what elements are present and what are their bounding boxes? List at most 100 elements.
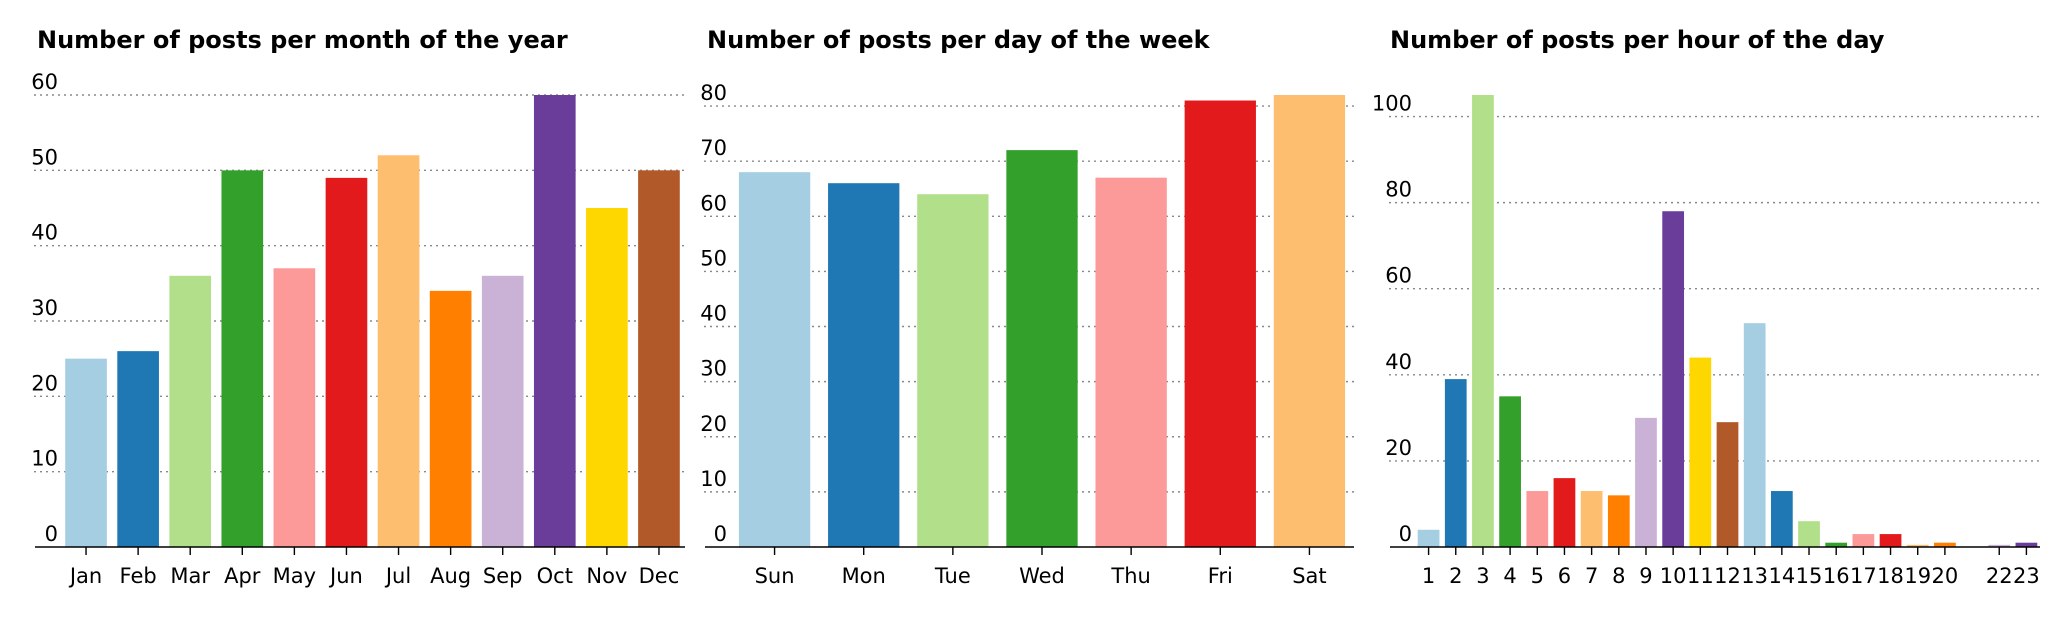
y-tick-label: 60 xyxy=(1385,264,1412,288)
bar-23 xyxy=(2015,542,2038,547)
x-tick-label: 11 xyxy=(1687,564,1714,588)
bar-sep xyxy=(481,275,524,547)
chart-1: Number of posts per month of the year 0 10… xyxy=(31,26,685,588)
x-tick-label: Apr xyxy=(224,564,261,588)
x-tick-label: 5 xyxy=(1531,564,1544,588)
y-tick-label: 10 xyxy=(31,447,58,471)
x-tick-label: 9 xyxy=(1639,564,1652,588)
x-tick-label: Mar xyxy=(170,564,210,588)
bar-4 xyxy=(1499,396,1521,547)
bar-1 xyxy=(1417,529,1440,547)
x-tick-label: 4 xyxy=(1503,564,1516,588)
bar-8 xyxy=(1607,495,1630,547)
x-tick-label: 14 xyxy=(1768,564,1795,588)
x-tick-label: Feb xyxy=(120,564,157,588)
x-tick-label: Sun xyxy=(755,564,795,588)
y-tick-label: 0 xyxy=(1399,522,1412,546)
bar-apr xyxy=(221,170,264,548)
x-tick-label: Dec xyxy=(639,564,680,588)
x-tick-label: 17 xyxy=(1850,564,1877,588)
bar-feb xyxy=(117,351,159,547)
x-tick-label: 6 xyxy=(1558,564,1571,588)
bar-16 xyxy=(1825,542,1848,547)
y-tick-label: 10 xyxy=(700,467,727,491)
x-tick-label: 12 xyxy=(1714,564,1741,588)
x-tick-label: Sat xyxy=(1292,564,1326,588)
bar-sat xyxy=(1273,95,1346,547)
x-tick-label: Wed xyxy=(1019,564,1065,588)
bar-22 xyxy=(1988,544,2011,547)
x-tick-label: 13 xyxy=(1741,564,1768,588)
x-tick-label: May xyxy=(273,564,316,588)
y-tick-label: 60 xyxy=(700,191,727,215)
y-tick-label: 70 xyxy=(700,136,727,160)
bar-dec xyxy=(638,170,680,548)
x-tick-label: 20 xyxy=(1932,564,1959,588)
x-tick-label: 15 xyxy=(1796,564,1823,588)
chart-title: Number of posts per hour of the day xyxy=(1390,26,1885,54)
x-tick-label: 3 xyxy=(1476,564,1489,588)
y-tick-label: 0 xyxy=(714,522,727,546)
x-tick-label: 16 xyxy=(1823,564,1850,588)
bar-jun xyxy=(325,177,368,547)
x-tick-label: 1 xyxy=(1422,564,1435,588)
bar-nov xyxy=(586,208,628,547)
y-tick-label: 80 xyxy=(700,81,727,105)
y-tick-label: 40 xyxy=(31,221,58,245)
y-tick-label: 50 xyxy=(31,145,58,169)
x-tick-label: Jul xyxy=(384,564,411,588)
y-tick-label: 100 xyxy=(1372,92,1412,116)
x-tick-label: 7 xyxy=(1585,564,1598,588)
y-tick-label: 40 xyxy=(1385,350,1412,374)
bar-12 xyxy=(1716,422,1739,547)
y-tick-label: 20 xyxy=(31,371,58,395)
y-tick-label: 60 xyxy=(31,70,58,94)
x-tick-label: 2 xyxy=(1449,564,1462,588)
x-tick-label: 8 xyxy=(1612,564,1625,588)
bar-5 xyxy=(1526,491,1549,547)
x-tick-label: 22 xyxy=(1986,564,2013,588)
bar-aug xyxy=(429,290,472,547)
x-tick-label: Fri xyxy=(1208,564,1233,588)
bar-7 xyxy=(1580,491,1603,547)
bar-15 xyxy=(1798,521,1820,547)
bar-jul xyxy=(377,155,420,547)
chart-3: Number of posts per hour of the day 0 20 40… xyxy=(1372,26,2040,588)
x-tick-label: Tue xyxy=(934,564,971,588)
bar-sun xyxy=(738,172,811,548)
y-tick-label: 30 xyxy=(700,357,727,381)
y-tick-label: 80 xyxy=(1385,178,1412,202)
x-tick-label: Jun xyxy=(328,564,363,588)
y-tick-label: 20 xyxy=(700,412,727,436)
chart-title: Number of posts per month of the year xyxy=(37,26,568,54)
x-tick-label: Sep xyxy=(483,564,523,588)
y-tick-label: 40 xyxy=(700,302,727,326)
bar-10 xyxy=(1662,211,1685,547)
x-tick-label: 19 xyxy=(1904,564,1931,588)
bar-mar xyxy=(169,275,212,547)
y-tick-label: 50 xyxy=(700,246,727,270)
bar-11 xyxy=(1689,357,1712,547)
bar-18 xyxy=(1879,534,1902,547)
bar-jan xyxy=(65,358,107,547)
bar-6 xyxy=(1553,478,1576,547)
x-tick-label: 23 xyxy=(2013,564,2040,588)
y-tick-label: 20 xyxy=(1385,436,1412,460)
bar-tue xyxy=(917,194,989,547)
bar-3 xyxy=(1472,95,1494,547)
x-tick-label: 18 xyxy=(1877,564,1904,588)
y-tick-label: 30 xyxy=(31,296,58,320)
x-tick-label: Oct xyxy=(537,564,573,588)
x-tick-label: Jan xyxy=(68,564,102,588)
bar-thu xyxy=(1095,177,1167,547)
bar-may xyxy=(273,268,316,547)
bar-fri xyxy=(1184,100,1256,547)
y-tick-label: 0 xyxy=(45,522,58,546)
bar-wed xyxy=(1006,150,1078,547)
bar-17 xyxy=(1852,534,1875,547)
chart-2: Number of posts per day of the week 0 10 20… xyxy=(700,26,1354,588)
x-tick-label: 10 xyxy=(1660,564,1687,588)
bar-14 xyxy=(1770,491,1793,547)
bar-mon xyxy=(828,183,900,547)
